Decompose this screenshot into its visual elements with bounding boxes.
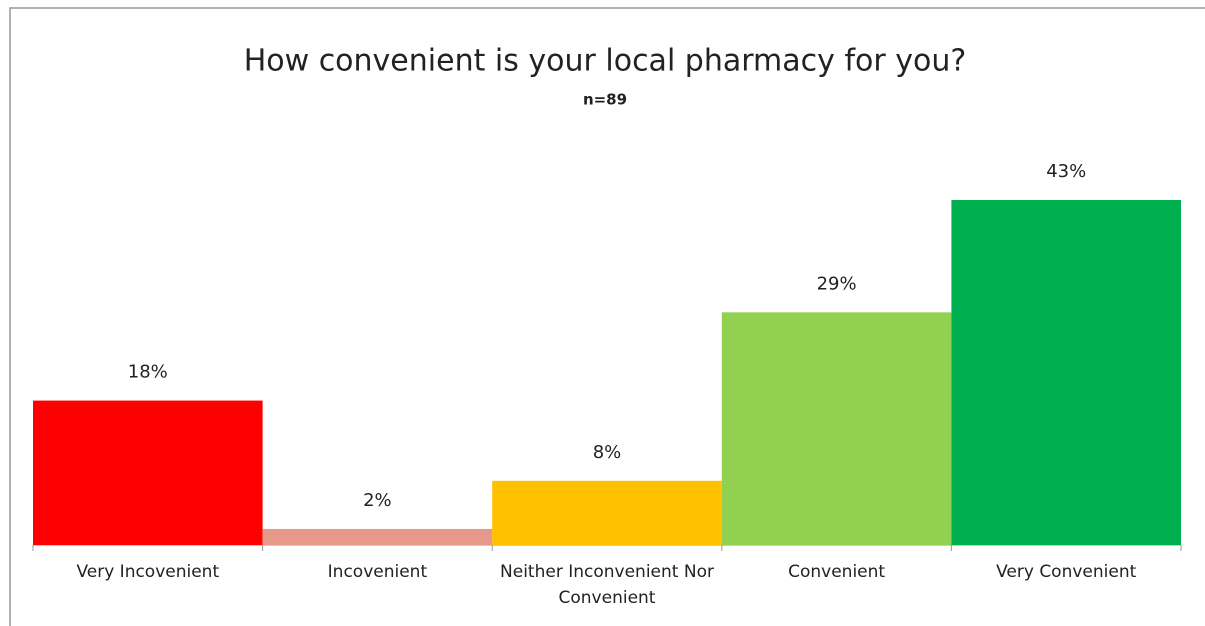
value-label: 29% (817, 273, 857, 294)
value-label: 18% (128, 362, 168, 383)
x-tick-label: Incovenient (327, 562, 428, 582)
value-label: 43% (1046, 161, 1086, 182)
bar (262, 528, 493, 545)
chart-subtitle: n=89 (583, 91, 627, 109)
value-label: 2% (363, 490, 392, 511)
bar (33, 400, 263, 545)
bar (721, 312, 952, 545)
x-tick-label: Very Incovenient (76, 562, 220, 582)
bar (492, 480, 722, 545)
x-tick-label: Convenient (788, 562, 886, 582)
bar (951, 200, 1181, 545)
chart-border (9, 7, 1205, 626)
x-tick-label: Neither Inconvenient Nor Convenient (500, 562, 714, 608)
chart-title: How convenient is your local pharmacy fo… (244, 44, 967, 79)
x-tick-label: Very Convenient (996, 562, 1137, 582)
value-label: 8% (593, 442, 622, 463)
